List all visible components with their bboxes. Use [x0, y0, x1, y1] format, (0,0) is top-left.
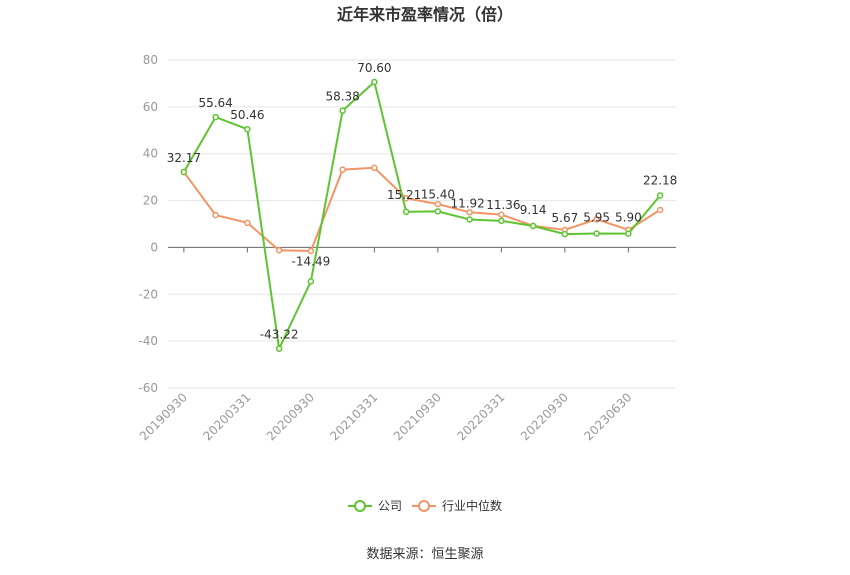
data-point	[434, 200, 442, 208]
legend-item[interactable]: 公司	[348, 499, 402, 513]
data-point	[212, 113, 219, 121]
data-point	[498, 217, 505, 225]
data-point	[339, 166, 346, 173]
data-point	[244, 219, 251, 227]
x-tick-label: 20210331	[327, 390, 380, 443]
data-point	[625, 230, 632, 237]
data-label: 32.17	[167, 151, 201, 165]
data-point	[593, 230, 600, 237]
data-label: 11.92	[450, 197, 484, 211]
y-tick-label: -40	[138, 334, 158, 348]
legend-marker	[418, 500, 430, 512]
y-tick-label: 40	[143, 147, 158, 161]
y-tick-label: 20	[143, 194, 158, 208]
data-point	[212, 211, 219, 219]
data-label: 5.95	[583, 210, 610, 224]
data-label: -43.22	[260, 328, 299, 342]
data-point	[244, 125, 251, 133]
x-tick-label: 20200930	[264, 390, 317, 443]
data-point	[275, 246, 283, 254]
legend-label: 行业中位数	[442, 498, 502, 513]
series-line	[183, 80, 661, 353]
data-label: -14.49	[292, 254, 331, 268]
data-label: 55.64	[198, 96, 232, 110]
data-point	[656, 206, 664, 214]
data-point	[593, 216, 600, 223]
y-axis: 80 60 40 20 0 -20 -40 -60	[138, 53, 158, 395]
data-label: 5.67	[552, 211, 579, 225]
data-label: 70.60	[357, 61, 391, 75]
source-note: 数据来源：恒生聚源	[366, 547, 483, 562]
y-tick-label: -60	[138, 381, 158, 395]
legend-item[interactable]: 行业中位数	[412, 498, 502, 513]
x-tick-label: 20210930	[391, 390, 444, 443]
data-point	[339, 107, 346, 114]
chart-title: 近年来市盈率情况（倍）	[337, 5, 513, 24]
data-label: 5.90	[615, 211, 642, 225]
data-point	[529, 222, 537, 230]
y-tick-label: 60	[143, 100, 158, 114]
data-point	[307, 278, 315, 285]
y-tick-label: -20	[138, 287, 158, 301]
data-label: 15.21	[387, 188, 421, 202]
x-tick-label: 20230630	[581, 390, 634, 443]
legend[interactable]: 公司 行业中位数	[348, 498, 502, 513]
x-tick-label: 20220930	[518, 390, 571, 443]
x-axis: 20190930 20200331 20200930 20210331 20210930…	[137, 247, 634, 443]
y-tick-label: 0	[150, 240, 158, 254]
data-label: 15.40	[421, 187, 455, 201]
data-point	[434, 208, 442, 215]
x-tick-label: 20200331	[200, 390, 253, 443]
legend-label: 公司	[378, 499, 402, 513]
data-label: 11.36	[486, 198, 520, 212]
data-label: 9.14	[520, 203, 547, 217]
data-point	[371, 78, 378, 86]
data-point	[307, 247, 315, 255]
x-tick-label: 20220331	[454, 390, 507, 443]
series-layer	[180, 78, 664, 353]
data-label: 50.46	[230, 108, 264, 122]
data-point	[371, 164, 378, 172]
data-label: 22.18	[643, 173, 677, 187]
data-point	[402, 208, 410, 216]
data-point	[466, 216, 473, 223]
data-label: 58.38	[325, 90, 359, 104]
legend-marker	[354, 500, 366, 512]
data-point	[466, 209, 473, 216]
data-point	[180, 168, 188, 176]
y-tick-label: 80	[143, 53, 158, 67]
x-tick-label: 20190930	[137, 390, 190, 443]
data-point	[275, 345, 283, 352]
data-point	[498, 211, 505, 218]
data-point	[656, 192, 664, 199]
data-point	[561, 230, 569, 238]
grid-lines	[168, 59, 676, 389]
